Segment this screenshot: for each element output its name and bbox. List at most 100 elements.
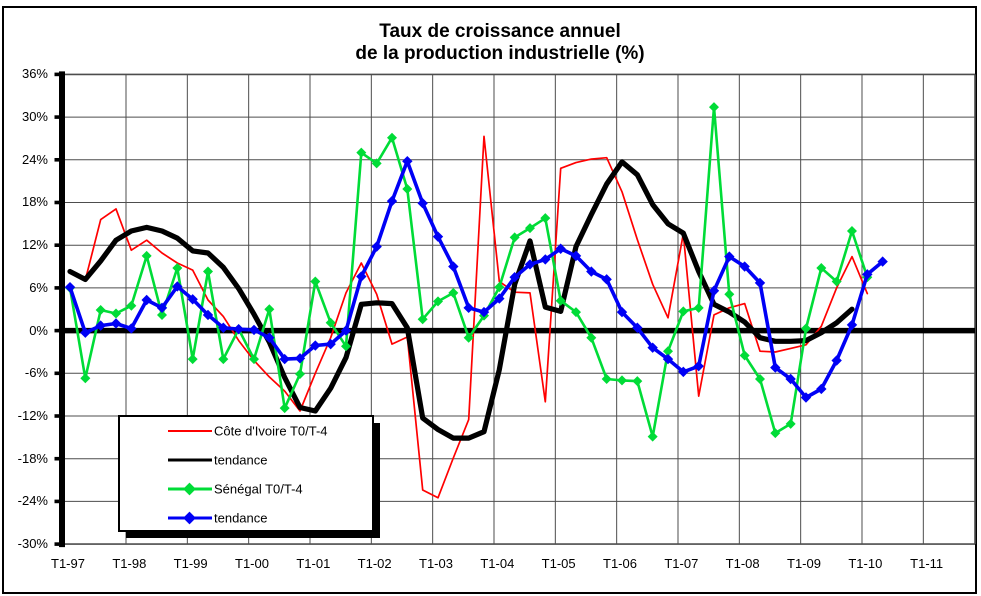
- series-senegal-marker: [279, 403, 290, 414]
- series-tendance-senegal-marker: [294, 353, 306, 364]
- series-tendance-senegal-marker: [233, 323, 244, 335]
- series-tendance-senegal-marker: [264, 332, 275, 343]
- y-tick-label: 36%: [21, 66, 48, 82]
- y-tick-label: -24%: [17, 493, 48, 509]
- y-axis-tick: [54, 328, 62, 333]
- y-axis-tick: [54, 115, 62, 119]
- series-tendance-senegal-marker: [80, 327, 91, 338]
- series-senegal-marker: [540, 213, 551, 224]
- series-tendance-senegal-marker: [386, 195, 398, 207]
- series-tendance-senegal-marker: [478, 306, 490, 318]
- series-tendance-senegal-marker: [248, 324, 260, 336]
- series-senegal-marker: [402, 183, 413, 194]
- legend-line-tendance-ci: [168, 458, 212, 462]
- y-axis-tick: [54, 243, 62, 247]
- legend-label-tendance-senegal: tendance: [214, 510, 268, 526]
- x-tick-label: T1-07: [664, 556, 699, 571]
- series-senegal-marker: [800, 323, 811, 334]
- series-tendance-senegal-marker: [586, 266, 597, 277]
- x-tick-label: T1-09: [787, 556, 821, 571]
- legend-item-senegal: Sénégal T0/T-4: [120, 479, 372, 499]
- series-senegal-marker: [770, 428, 781, 439]
- series-tendance-senegal-marker: [601, 274, 612, 285]
- x-tick-label: T1-06: [603, 556, 637, 571]
- series-senegal-marker: [386, 132, 397, 143]
- series-tendance-senegal-marker: [126, 323, 137, 334]
- series-senegal-marker: [95, 304, 106, 315]
- series-cote-divoire-line: [69, 135, 869, 499]
- series-tendance-senegal-marker: [95, 320, 106, 331]
- y-axis-tick: [54, 371, 62, 376]
- y-axis-tick: [54, 414, 62, 418]
- series-tendance-senegal-marker: [555, 243, 566, 254]
- series-tendance-senegal-marker: [463, 302, 474, 314]
- y-tick-label: -6%: [24, 365, 48, 381]
- series-tendance-senegal-marker: [172, 281, 183, 292]
- x-tick-label: T1-02: [357, 556, 392, 571]
- series-tendance-senegal-marker: [64, 281, 76, 293]
- series-tendance-senegal-marker: [632, 322, 643, 333]
- series-senegal-marker: [432, 296, 443, 307]
- x-tick-label: T1-98: [112, 556, 147, 571]
- series-tendance-senegal-marker: [739, 261, 750, 272]
- series-tendance-senegal-marker: [340, 325, 352, 336]
- series-tendance-senegal-marker: [831, 355, 842, 366]
- legend-item-cote-divoire: Côte d'Ivoire T0/T-4: [120, 421, 372, 441]
- series-tendance-senegal-marker: [448, 261, 459, 272]
- series-senegal-marker: [831, 276, 842, 287]
- series-senegal-marker: [156, 309, 167, 320]
- series-tendance-senegal-marker: [202, 309, 214, 321]
- series-tendance-senegal-marker: [785, 373, 796, 385]
- series-senegal-marker: [187, 354, 198, 365]
- series-senegal-marker: [218, 354, 229, 365]
- y-tick-label: -18%: [17, 450, 48, 466]
- series-senegal-marker: [141, 250, 152, 261]
- series-senegal-marker: [172, 262, 183, 273]
- y-axis-tick: [54, 157, 62, 162]
- series-senegal-marker: [463, 332, 474, 343]
- series-senegal-marker: [754, 373, 765, 384]
- series-tendance-senegal-marker: [509, 272, 520, 283]
- series-tendance-senegal-marker: [754, 277, 766, 289]
- series-senegal-marker: [785, 418, 796, 429]
- series-tendance-senegal-marker: [877, 256, 888, 267]
- series-tendance-senegal-marker: [662, 353, 674, 365]
- series-senegal-marker: [448, 287, 459, 298]
- y-axis-tick: [54, 499, 62, 504]
- series-senegal-marker: [264, 304, 275, 315]
- legend-item-tendance-senegal: tendance: [120, 508, 372, 528]
- series-senegal-marker: [678, 306, 689, 317]
- series-senegal-marker: [340, 341, 351, 352]
- series-tendance-senegal-marker: [616, 306, 628, 318]
- x-tick-label: T1-01: [296, 556, 331, 571]
- chart-title: Taux de croissance annuel de la producti…: [120, 21, 880, 65]
- y-tick-label: 18%: [21, 194, 48, 210]
- series-tendance-senegal-marker: [816, 383, 827, 395]
- y-axis-tick: [54, 286, 62, 290]
- series-tendance-senegal-marker: [156, 302, 168, 314]
- x-tick-label: T1-99: [173, 556, 208, 571]
- series-senegal-marker: [356, 147, 367, 158]
- series-senegal-marker: [708, 102, 719, 113]
- legend-label-senegal: Sénégal T0/T-4: [214, 481, 303, 497]
- series-senegal-marker: [248, 354, 259, 365]
- series-tendance-senegal-marker: [417, 198, 428, 209]
- series-senegal-marker: [647, 431, 658, 442]
- series-tendance-ci-line: [67, 159, 855, 441]
- series-tendance-senegal-marker: [708, 285, 720, 296]
- x-tick-label: T1-04: [480, 556, 515, 571]
- y-axis-tick: [54, 200, 62, 205]
- series-senegal-marker: [110, 308, 121, 319]
- y-tick-label: 30%: [21, 109, 48, 125]
- series-tendance-senegal-marker: [770, 362, 781, 373]
- series-tendance-senegal-marker: [218, 322, 229, 333]
- series-senegal-marker: [570, 307, 581, 318]
- series-tendance-senegal-marker: [356, 271, 367, 282]
- series-tendance-senegal-marker: [110, 318, 122, 329]
- x-tick-label: T1-97: [51, 556, 85, 571]
- series-tendance-senegal-marker: [371, 241, 382, 252]
- series-tendance-senegal-marker: [800, 392, 812, 403]
- y-tick-label: 0%: [29, 322, 48, 338]
